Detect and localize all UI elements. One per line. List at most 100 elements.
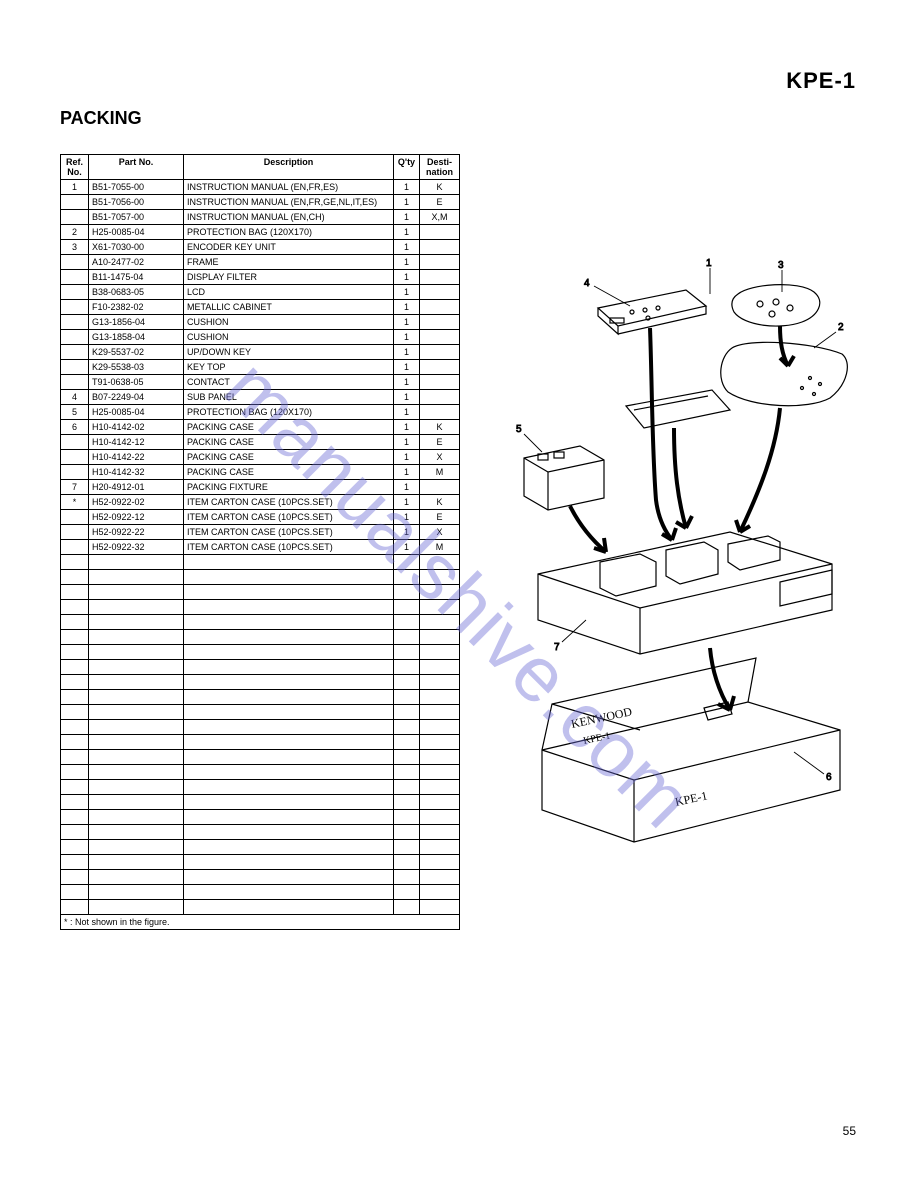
cell-dest: M — [420, 465, 460, 480]
cell-dest: E — [420, 195, 460, 210]
cell-dest: E — [420, 435, 460, 450]
cell-desc: PROTECTION BAG (120X170) — [184, 405, 394, 420]
cell-qty: 1 — [394, 435, 420, 450]
cell-dest: K — [420, 180, 460, 195]
col-dest: Desti-nation — [420, 155, 460, 180]
table-row-empty — [61, 600, 460, 615]
cell-qty: 1 — [394, 255, 420, 270]
cell-dest: X — [420, 450, 460, 465]
cell-dest: X — [420, 525, 460, 540]
cell-dest — [420, 405, 460, 420]
table-row-empty — [61, 870, 460, 885]
table-row: B38-0683-05LCD1 — [61, 285, 460, 300]
cell-qty: 1 — [394, 330, 420, 345]
table-row: F10-2382-02METALLIC CABINET1 — [61, 300, 460, 315]
cell-ref: 1 — [61, 180, 89, 195]
cell-ref — [61, 270, 89, 285]
cell-part: T91-0638-05 — [89, 375, 184, 390]
cell-part: H10-4142-22 — [89, 450, 184, 465]
table-row-empty — [61, 840, 460, 855]
cell-part: B51-7056-00 — [89, 195, 184, 210]
cell-dest — [420, 270, 460, 285]
table-row: 1B51-7055-00INSTRUCTION MANUAL (EN,FR,ES… — [61, 180, 460, 195]
cell-qty: 1 — [394, 390, 420, 405]
cell-ref — [61, 375, 89, 390]
cell-dest: M — [420, 540, 460, 555]
table-row-empty — [61, 630, 460, 645]
cell-qty: 1 — [394, 360, 420, 375]
cell-qty: 1 — [394, 300, 420, 315]
table-row: T91-0638-05CONTACT1 — [61, 375, 460, 390]
cell-qty: 1 — [394, 270, 420, 285]
cell-ref — [61, 465, 89, 480]
section-title: PACKING — [60, 108, 142, 129]
table-row-empty — [61, 675, 460, 690]
cell-part: H25-0085-04 — [89, 225, 184, 240]
cell-desc: PROTECTION BAG (120X170) — [184, 225, 394, 240]
callout-5: 5 — [516, 424, 522, 435]
callout-3: 3 — [778, 260, 784, 271]
table-row-empty — [61, 555, 460, 570]
parts-header-row: Ref. No. Part No. Description Q'ty Desti… — [61, 155, 460, 180]
cell-part: B51-7055-00 — [89, 180, 184, 195]
packing-diagram: 4 1 3 2 5 7 6 KENWOOD KPE-1 KPE-1 — [480, 250, 870, 870]
table-row: 3X61-7030-00ENCODER KEY UNIT1 — [61, 240, 460, 255]
cell-qty: 1 — [394, 225, 420, 240]
callout-6: 6 — [826, 772, 832, 783]
cell-part: H52-0922-22 — [89, 525, 184, 540]
table-row: H52-0922-32ITEM CARTON CASE (10PCS.SET)1… — [61, 540, 460, 555]
table-row-empty — [61, 660, 460, 675]
table-row: H10-4142-12PACKING CASE1E — [61, 435, 460, 450]
cell-desc: ITEM CARTON CASE (10PCS.SET) — [184, 495, 394, 510]
table-row: A10-2477-02FRAME1 — [61, 255, 460, 270]
cell-ref — [61, 435, 89, 450]
cell-part: K29-5537-02 — [89, 345, 184, 360]
cell-ref — [61, 315, 89, 330]
cell-part: H25-0085-04 — [89, 405, 184, 420]
cell-desc: ITEM CARTON CASE (10PCS.SET) — [184, 525, 394, 540]
cell-qty: 1 — [394, 240, 420, 255]
cell-part: F10-2382-02 — [89, 300, 184, 315]
cell-desc: CONTACT — [184, 375, 394, 390]
cell-desc: METALLIC CABINET — [184, 300, 394, 315]
table-row-empty — [61, 585, 460, 600]
cell-desc: KEY TOP — [184, 360, 394, 375]
cell-desc: PACKING CASE — [184, 465, 394, 480]
cell-ref — [61, 330, 89, 345]
table-row: H10-4142-32PACKING CASE1M — [61, 465, 460, 480]
cell-ref — [61, 345, 89, 360]
table-row-empty — [61, 810, 460, 825]
cell-desc: SUB PANEL — [184, 390, 394, 405]
cell-desc: INSTRUCTION MANUAL (EN,FR,ES) — [184, 180, 394, 195]
table-row: G13-1856-04CUSHION1 — [61, 315, 460, 330]
table-row: 4B07-2249-04SUB PANEL1 — [61, 390, 460, 405]
table-row: G13-1858-04CUSHION1 — [61, 330, 460, 345]
table-row: B51-7057-00INSTRUCTION MANUAL (EN,CH)1X,… — [61, 210, 460, 225]
table-row-empty — [61, 735, 460, 750]
table-row: *H52-0922-02ITEM CARTON CASE (10PCS.SET)… — [61, 495, 460, 510]
col-ref: Ref. No. — [61, 155, 89, 180]
table-row: H10-4142-22PACKING CASE1X — [61, 450, 460, 465]
cell-part: H10-4142-32 — [89, 465, 184, 480]
cell-qty: 1 — [394, 315, 420, 330]
model-label: KPE-1 — [786, 68, 856, 94]
cell-dest — [420, 285, 460, 300]
table-row: 7H20-4912-01PACKING FIXTURE1 — [61, 480, 460, 495]
cell-dest — [420, 345, 460, 360]
cell-dest: K — [420, 495, 460, 510]
cell-ref — [61, 360, 89, 375]
cell-desc: DISPLAY FILTER — [184, 270, 394, 285]
cell-qty: 1 — [394, 420, 420, 435]
cell-ref: 5 — [61, 405, 89, 420]
table-row: 2H25-0085-04PROTECTION BAG (120X170)1 — [61, 225, 460, 240]
cell-part: B07-2249-04 — [89, 390, 184, 405]
cell-ref — [61, 510, 89, 525]
cell-ref — [61, 540, 89, 555]
table-row-empty — [61, 750, 460, 765]
cell-qty: 1 — [394, 525, 420, 540]
cell-desc: CUSHION — [184, 315, 394, 330]
page-number: 55 — [843, 1124, 856, 1138]
cell-desc: PACKING CASE — [184, 450, 394, 465]
cell-ref: 2 — [61, 225, 89, 240]
cell-desc: INSTRUCTION MANUAL (EN,CH) — [184, 210, 394, 225]
